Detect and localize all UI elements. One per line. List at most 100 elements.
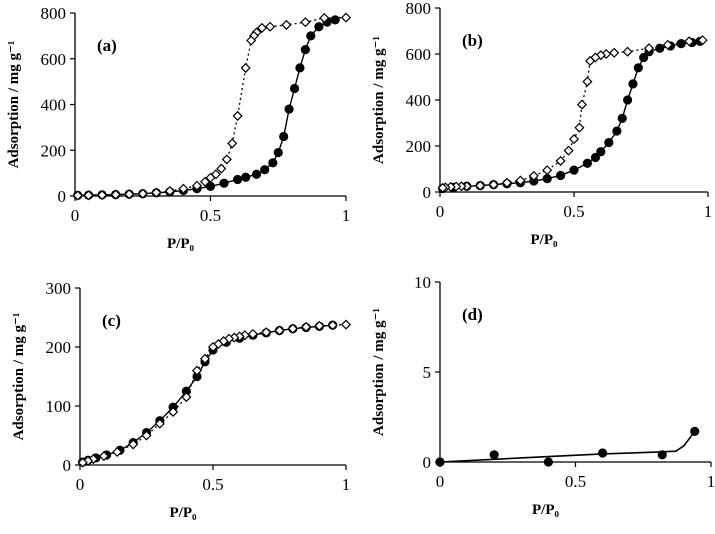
- data-point-filled: [633, 63, 643, 73]
- data-point-filled: [590, 152, 601, 163]
- data-point-open: [684, 36, 695, 47]
- series-line-desorption: [77, 16, 347, 197]
- data-point-open: [300, 17, 311, 28]
- chart-panel-0: 0 200 400 600 800 0 0.5 1 P/P₀ Adsorption / mg g⁻…: [6, 4, 352, 252]
- data-point-open: [141, 430, 152, 441]
- data-point-open: [555, 155, 566, 166]
- data-point-filled: [241, 172, 251, 182]
- data-point-open: [301, 321, 312, 332]
- data-point-open: [595, 50, 606, 61]
- data-point-open: [227, 138, 238, 149]
- data-point-open: [110, 189, 121, 200]
- data-point-filled: [690, 426, 700, 436]
- y-tick-label: 400: [41, 96, 67, 115]
- x-tick-label: 0: [76, 475, 85, 494]
- chart-panel-3: 0 5 10 0 0.5 1 P/P₀ Adsorption / mg g⁻¹ (d): [371, 273, 715, 518]
- x-tick-label: 1: [342, 206, 351, 225]
- y-tick-label: 0: [58, 187, 67, 206]
- data-point-filled: [279, 131, 289, 142]
- x-axis-label: P/P₀: [531, 232, 558, 248]
- data-point-filled: [284, 104, 294, 114]
- chart-panel-2: 0 100 200 300 0 0.5 1 P/P₀ Adsorption / mg g⁻¹ (c…: [11, 279, 352, 521]
- data-point-filled: [628, 79, 638, 89]
- data-point-filled: [251, 169, 262, 179]
- data-point-open: [437, 182, 448, 193]
- y-axis-label: Adsorption / mg g⁻¹: [6, 41, 22, 169]
- data-point-filled: [542, 174, 552, 184]
- data-point-filled: [300, 44, 310, 55]
- data-point-filled: [612, 126, 622, 136]
- data-point-filled: [233, 174, 243, 185]
- y-tick-label: 0: [423, 453, 432, 472]
- data-point-open: [191, 180, 202, 191]
- x-tick-label: 0: [436, 202, 445, 221]
- data-point-open: [563, 145, 574, 156]
- panel-label: (b): [462, 31, 483, 50]
- data-point-open: [178, 183, 189, 194]
- data-point-open: [205, 172, 216, 183]
- x-tick-label: 1: [704, 202, 713, 221]
- data-point-open: [585, 55, 596, 66]
- x-tick-label: 0.5: [202, 475, 223, 494]
- data-point-open: [601, 48, 612, 60]
- data-point-open: [327, 320, 338, 331]
- data-point-filled: [219, 178, 229, 188]
- data-point-open: [501, 177, 513, 188]
- y-tick-label: 200: [41, 141, 67, 160]
- x-tick-label: 1: [707, 472, 715, 491]
- y-tick-label: 100: [46, 397, 72, 416]
- data-point-open: [643, 43, 655, 54]
- data-point-open: [191, 365, 203, 376]
- y-tick-label: 300: [46, 279, 72, 298]
- data-point-filled: [260, 165, 270, 175]
- data-point-open: [154, 418, 165, 429]
- y-tick-label: 800: [406, 0, 432, 18]
- x-tick-label: 0.5: [563, 202, 584, 221]
- data-point-open: [181, 392, 192, 403]
- y-axis-label: Adsorption / mg g⁻¹: [371, 36, 387, 164]
- data-point-open: [168, 406, 179, 417]
- data-point-open: [488, 179, 499, 190]
- data-point-open: [314, 320, 325, 331]
- y-tick-label: 0: [63, 456, 72, 475]
- data-point-filled: [569, 165, 579, 175]
- data-point-filled: [604, 137, 614, 148]
- y-tick-label: 400: [406, 91, 432, 110]
- data-point-filled: [657, 450, 667, 460]
- data-point-filled: [435, 457, 445, 467]
- data-point-open: [274, 325, 285, 336]
- series-line-adsorption: [82, 324, 333, 463]
- data-point-open: [568, 134, 580, 145]
- data-point-open: [200, 176, 211, 187]
- y-tick-label: 600: [41, 50, 67, 69]
- x-axis-label: P/P₀: [170, 505, 197, 521]
- y-tick-label: 200: [406, 137, 432, 156]
- data-point-open: [137, 188, 148, 199]
- data-point-open: [475, 180, 486, 191]
- data-point-open: [697, 35, 708, 46]
- data-point-open: [240, 62, 251, 73]
- data-point-open: [151, 187, 162, 198]
- data-point-open: [72, 190, 83, 201]
- data-point-filled: [268, 158, 278, 168]
- x-tick-label: 0.5: [200, 206, 221, 225]
- data-point-open: [97, 190, 108, 201]
- data-point-open: [515, 175, 526, 186]
- data-point-filled: [295, 63, 305, 73]
- x-tick-label: 0.5: [565, 472, 586, 491]
- panel-label: (a): [97, 36, 117, 55]
- y-tick-label: 0: [423, 183, 432, 202]
- x-axis-label: P/P₀: [167, 236, 194, 252]
- data-point-open: [261, 327, 272, 338]
- data-point-filled: [676, 39, 686, 49]
- data-point-filled: [330, 15, 340, 25]
- y-tick-label: 600: [406, 45, 432, 64]
- data-point-open: [98, 451, 109, 462]
- chart-panel-1: 0 200 400 600 800 0 0.5 1 P/P₀ Adsorption / mg g⁻…: [371, 0, 712, 248]
- data-point-open: [590, 52, 601, 63]
- data-point-open: [265, 21, 276, 32]
- data-point-filled: [543, 457, 554, 467]
- y-tick-label: 5: [423, 363, 432, 382]
